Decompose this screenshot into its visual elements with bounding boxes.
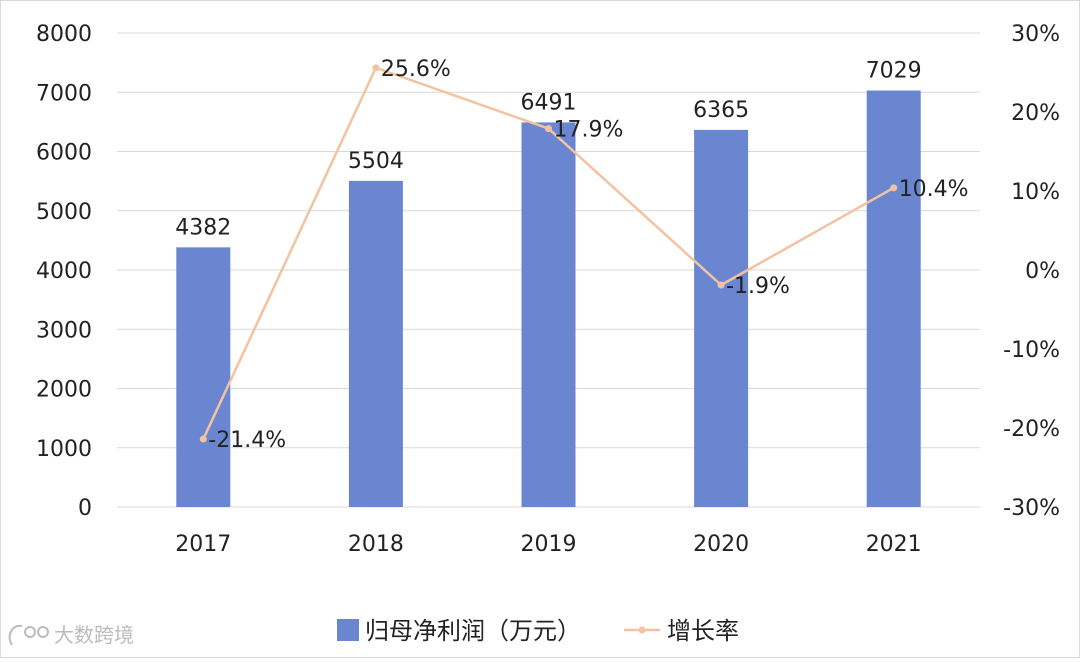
line-data-label: 25.6% (381, 57, 451, 82)
right-tick-label: 0% (1025, 259, 1060, 284)
line-point (199, 435, 207, 443)
x-axis-ticks: 2017 2018 2019 2020 2021 (175, 532, 921, 557)
left-tick-label: 8000 (36, 22, 92, 47)
left-tick-label: 0 (78, 496, 92, 521)
bar (866, 90, 921, 508)
line-data-label: -21.4% (208, 428, 286, 453)
left-tick-label: 3000 (36, 318, 92, 343)
left-tick-label: 1000 (36, 437, 92, 462)
bar-data-label: 5504 (348, 149, 404, 174)
bar (176, 247, 231, 507)
bar (348, 180, 403, 507)
bar (521, 122, 576, 507)
bar-data-label: 6365 (693, 98, 749, 123)
left-tick-label: 4000 (36, 259, 92, 284)
right-tick-label: 30% (1011, 22, 1060, 47)
logo-icon (8, 624, 49, 646)
bar-data-label: 7029 (866, 59, 922, 84)
line-series (199, 64, 898, 443)
x-tick-label: 2019 (521, 532, 577, 557)
right-tick-label: -30% (1003, 496, 1060, 521)
line-data-label: 17.9% (554, 118, 624, 143)
right-tick-label: 10% (1011, 180, 1060, 205)
bar-data-labels: 4382 5504 6491 6365 7029 (175, 59, 921, 241)
left-tick-label: 6000 (36, 141, 92, 166)
right-axis-ticks: -30% -20% -10% 0% 10% 20% 30% (1003, 22, 1060, 521)
bar-data-label: 4382 (175, 215, 231, 240)
line-data-label: 10.4% (899, 177, 969, 202)
x-tick-label: 2018 (348, 532, 404, 557)
x-tick-label: 2021 (866, 532, 922, 557)
legend: 归母净利润（万元） 增长率 (337, 617, 739, 645)
bar-data-label: 6491 (521, 90, 577, 115)
bar-series (176, 90, 921, 508)
line-point (372, 64, 380, 72)
legend-line-marker (638, 626, 646, 634)
line-data-label: -1.9% (726, 274, 790, 299)
line-point (545, 125, 552, 133)
right-tick-label: -20% (1003, 417, 1060, 442)
right-tick-label: -10% (1003, 338, 1060, 363)
legend-line-label: 增长率 (667, 617, 739, 645)
x-tick-label: 2017 (175, 532, 231, 557)
legend-bar-label: 归母净利润（万元） (365, 617, 581, 645)
watermark: 大数跨境 (8, 623, 134, 647)
left-tick-label: 2000 (36, 378, 92, 403)
line-point (717, 281, 725, 289)
line-data-labels: -21.4% 25.6% 17.9% -1.9% 10.4% (208, 57, 968, 453)
left-tick-label: 7000 (36, 81, 92, 106)
bar (694, 129, 749, 507)
right-tick-label: 20% (1011, 101, 1060, 126)
legend-bar-swatch (337, 619, 359, 641)
line-point (890, 184, 898, 192)
left-tick-label: 5000 (36, 200, 92, 225)
watermark-text: 大数跨境 (54, 623, 134, 647)
x-tick-label: 2020 (693, 532, 749, 557)
left-axis-ticks: 0 1000 2000 3000 4000 5000 6000 7000 8000 (36, 22, 92, 521)
